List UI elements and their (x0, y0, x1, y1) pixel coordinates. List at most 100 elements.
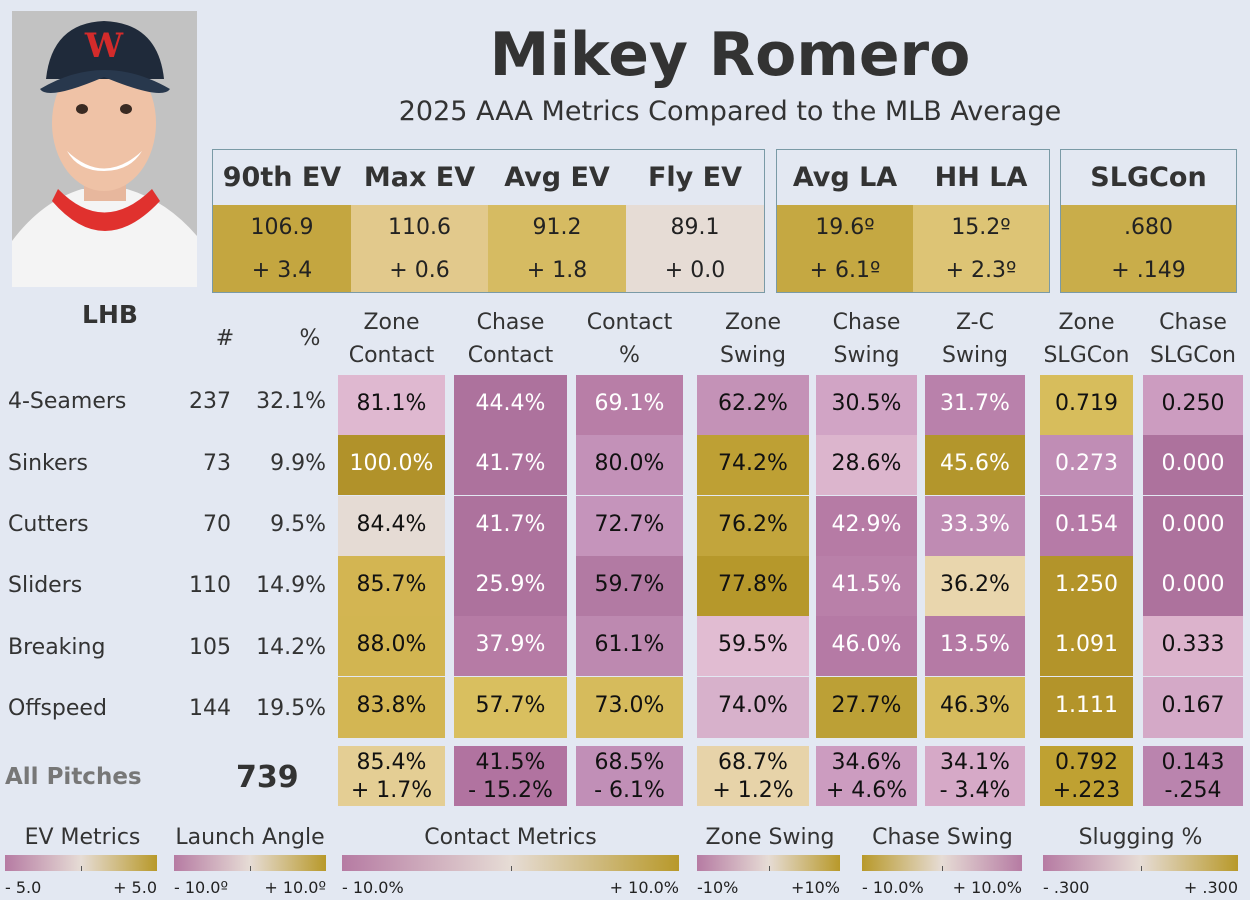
row-count: 70 (203, 512, 231, 537)
column-header-line: Swing (720, 343, 786, 368)
row-label-sinkers: Sinkers (8, 451, 89, 476)
legend-title: Contact Metrics (424, 825, 597, 850)
all-value: 41.5% (475, 750, 546, 775)
metric-diff: + 0.0 (664, 258, 726, 283)
legend-center-tick (1140, 866, 1142, 871)
metric-cell: 0.000 (1143, 556, 1243, 616)
all-pitches-cell: 85.4% + 1.7% (338, 746, 445, 806)
metric-label: Avg LA (792, 162, 898, 193)
legend-max-label: + 10.0% (609, 878, 679, 897)
metric-diff: + 0.6 (389, 258, 450, 283)
metric-diff: + 3.4 (251, 258, 313, 283)
metric-cell: 74.2% (697, 435, 809, 495)
column-header: Chase SLGCon (1135, 306, 1250, 372)
row-count: 73 (203, 451, 231, 476)
metric-cell: 41.7% (454, 435, 567, 495)
metric-cell: 1.250 (1040, 556, 1133, 616)
all-value: 34.6% (831, 750, 902, 775)
metric-label: Avg EV (504, 162, 610, 193)
metric-cell: 42.9% (816, 496, 917, 556)
legend-center-tick (942, 866, 943, 871)
pct-header: % (299, 326, 321, 351)
metric-value: 91.2 (532, 215, 582, 240)
metric-cell: 59.5% (697, 616, 809, 676)
legend-gradient-bar (862, 855, 1022, 871)
metric-avg-la: Avg LA 19.6º + 6.1º (777, 150, 913, 292)
metric-90th-ev: 90th EV 106.9 + 3.4 (213, 150, 351, 292)
legend-min-label: -10% (697, 878, 739, 897)
metric-diff: + .149 (1111, 258, 1186, 283)
column-header-line: Swing (942, 343, 1008, 368)
page-subtitle: 2025 AAA Metrics Compared to the MLB Ave… (398, 96, 1062, 127)
all-diff: - 3.4% (939, 778, 1011, 803)
column-header-line: Chase (476, 310, 545, 335)
legend-max-label: + .300 (1183, 878, 1238, 897)
all-pitches-total: 739 (236, 760, 299, 795)
metric-cell: 83.8% (338, 677, 445, 738)
column-header-line: Contact (467, 343, 554, 368)
metric-cell: 37.9% (454, 616, 567, 676)
legend-gradient-bar (5, 855, 157, 871)
metric-label: 90th EV (222, 162, 342, 193)
metric-cell: 84.4% (338, 496, 445, 556)
metric-value: 106.9 (250, 215, 314, 240)
metric-cell: 27.7% (816, 677, 917, 738)
metric-cell: 15.2º + 2.3º (913, 205, 1049, 292)
metric-cell: .680 + .149 (1061, 205, 1236, 292)
metric-cell: 69.1% (576, 375, 683, 435)
metric-cell: 106.9 + 3.4 (213, 205, 351, 292)
batter-hand: LHB (82, 300, 138, 329)
row-pct: 9.5% (270, 512, 326, 537)
row-label-offspeed: Offspeed (8, 696, 107, 721)
legend-title: EV Metrics (24, 825, 141, 850)
metric-cell: 76.2% (697, 496, 809, 556)
metric-fly-ev: Fly EV 89.1 + 0.0 (626, 150, 764, 292)
count-header: # (215, 326, 235, 351)
legend-min-label: - 5.0 (5, 878, 42, 897)
metric-cell: 91.2 + 1.8 (488, 205, 626, 292)
legend-max-label: + 10.0º (264, 878, 326, 897)
legend-center-tick (250, 866, 251, 871)
row-count: 110 (189, 573, 231, 598)
legend-min-label: - 10.0º (174, 878, 229, 897)
metric-cell: 81.1% (338, 375, 445, 435)
legend-gradient-bar (1043, 855, 1238, 871)
all-diff: - 15.2% (468, 778, 553, 803)
metric-label: Max EV (363, 162, 476, 193)
column-header-line: Zone (363, 310, 420, 335)
metric-label: HH LA (934, 162, 1028, 193)
player-name: Mikey Romero (489, 20, 971, 90)
metric-cell: 62.2% (697, 375, 809, 435)
column-header: Chase Swing (808, 306, 925, 372)
metric-value: 19.6º (815, 215, 875, 240)
legend-center-tick (510, 866, 512, 871)
row-pct: 9.9% (270, 451, 326, 476)
metric-hh-la: HH LA 15.2º + 2.3º (913, 150, 1049, 292)
metric-cell: 0.250 (1143, 375, 1243, 435)
column-header-line: Swing (833, 343, 900, 368)
all-value: 68.7% (718, 750, 788, 775)
metric-cell: 80.0% (576, 435, 683, 495)
all-value: 85.4% (356, 750, 427, 775)
legend-min-label: - 10.0% (862, 878, 924, 897)
metric-cell: 1.091 (1040, 616, 1133, 676)
metric-cell: 0.154 (1040, 496, 1133, 556)
all-pitches-cell: 68.5% - 6.1% (576, 746, 683, 806)
column-header-line: Chase (1159, 310, 1227, 335)
metric-cell: 57.7% (454, 677, 567, 738)
legend-title: Chase Swing (872, 825, 1013, 850)
metric-label: Fly EV (647, 162, 743, 193)
metric-cell: 73.0% (576, 677, 683, 738)
all-pitches-cell: 0.143 -.254 (1143, 746, 1243, 806)
metric-cell: 89.1 + 0.0 (626, 205, 764, 292)
metric-cell: 72.7% (576, 496, 683, 556)
column-header-line: Contact (348, 343, 435, 368)
column-header: Contact% (568, 306, 691, 372)
metric-cell: 19.6º + 6.1º (777, 205, 913, 292)
legend-title: Zone Swing (705, 825, 835, 850)
legend-center-tick (768, 866, 770, 871)
all-pitches-cell: 34.6% + 4.6% (816, 746, 917, 806)
metric-diff: + 2.3º (945, 258, 1017, 283)
legend-title: Launch Angle (175, 825, 325, 850)
metric-cell: 28.6% (816, 435, 917, 495)
